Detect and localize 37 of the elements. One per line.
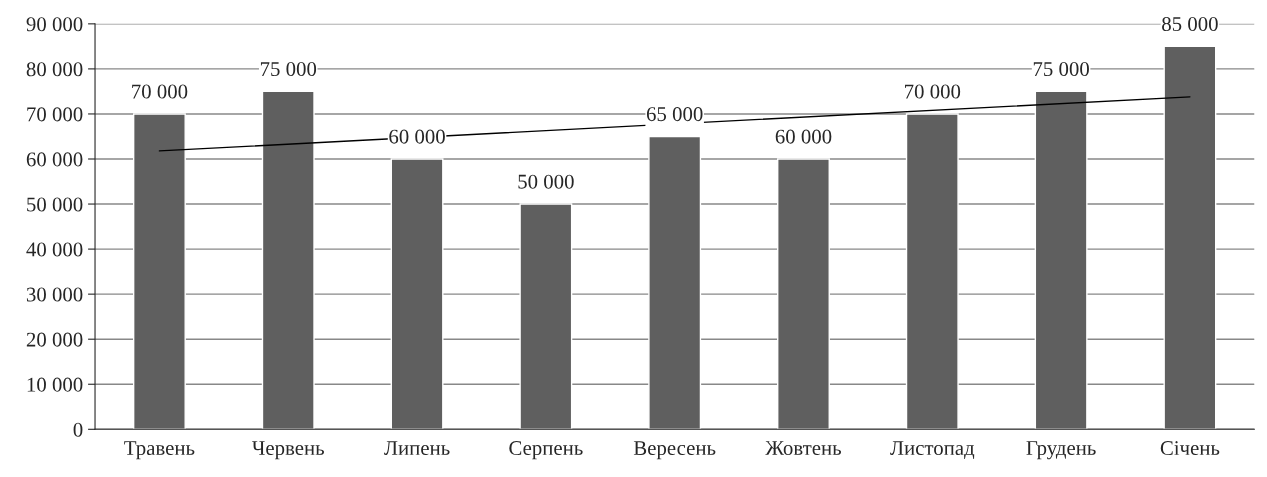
bar <box>1163 45 1217 430</box>
bar <box>132 113 186 430</box>
bar <box>261 90 315 430</box>
data-label: 70 000 <box>132 84 188 99</box>
x-tick-label: Січень <box>1160 441 1220 456</box>
bar <box>519 203 573 430</box>
data-label: 75 000 <box>260 62 317 77</box>
data-label: 85 000 <box>1162 16 1218 32</box>
bar <box>777 158 830 430</box>
x-tick-label: Жовтень <box>765 441 842 456</box>
y-tick-label: 30 000 <box>26 287 83 302</box>
y-tick-label: 40 000 <box>26 242 83 257</box>
y-tick-label: 80 000 <box>26 62 83 77</box>
x-tick-label: Серпень <box>509 441 583 460</box>
y-tick-label: 60 000 <box>26 152 83 167</box>
y-tick-label: 0 <box>73 422 83 437</box>
data-label: 50 000 <box>518 174 574 189</box>
x-tick-label: Грудень <box>1026 441 1096 460</box>
x-tick-label: Вересень <box>633 441 716 460</box>
data-label: 70 000 <box>905 84 961 99</box>
y-tick-label: 50 000 <box>27 197 83 212</box>
data-label: 60 000 <box>775 129 832 144</box>
bar <box>390 158 444 430</box>
x-tick-label: Липень <box>384 441 450 456</box>
x-tick-label: Листопад <box>890 441 975 459</box>
y-tick-label: 70 000 <box>27 107 83 122</box>
x-tick-label: Травень <box>124 441 195 460</box>
bar <box>648 135 702 430</box>
y-tick-label: 90 000 <box>26 17 83 32</box>
data-label: 75 000 <box>1033 62 1089 77</box>
x-tick-label: Червень <box>252 441 325 460</box>
y-tick-label: 20 000 <box>26 332 83 347</box>
bar <box>1034 90 1088 430</box>
bar <box>905 113 959 430</box>
data-label: 65 000 <box>646 107 703 122</box>
data-label: 60 000 <box>389 129 445 144</box>
y-tick-label: 10 000 <box>27 377 83 392</box>
